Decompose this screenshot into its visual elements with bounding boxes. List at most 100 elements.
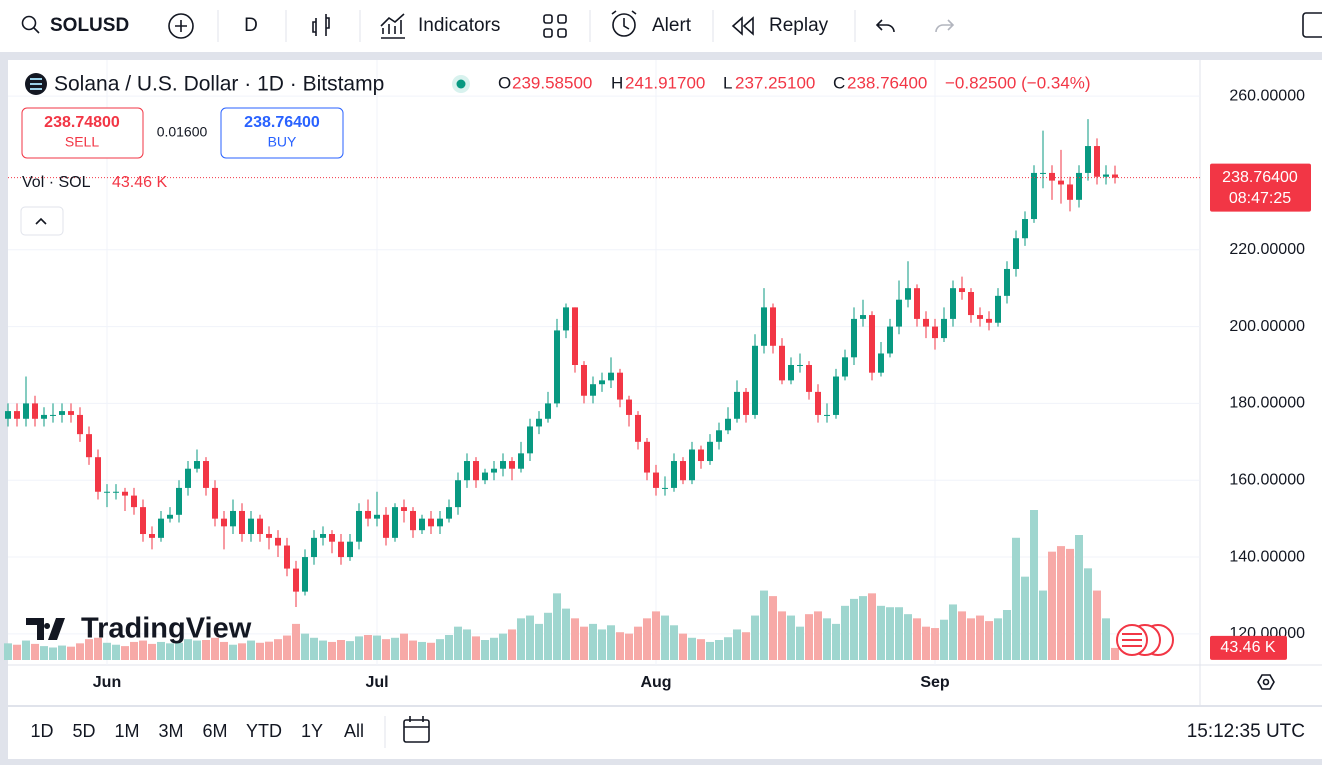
ohlc-change: −0.82500 (−0.34%) (945, 73, 1091, 92)
volume-bar (58, 645, 66, 660)
replay-button[interactable]: Replay (769, 15, 829, 36)
volume-bar (886, 607, 894, 660)
y-tick-label: 220.00000 (1229, 241, 1305, 258)
symbol[interactable]: SOLUSD (50, 15, 129, 36)
timeframe-button[interactable]: 1Y (301, 721, 323, 741)
volume-bar (841, 605, 849, 660)
volume-bar (778, 611, 786, 660)
timeframe-button[interactable]: 3M (158, 721, 183, 741)
candle-body (257, 518, 263, 535)
templates-icon (557, 28, 567, 38)
volume-bar (400, 633, 408, 660)
templates-icon[interactable] (543, 14, 553, 24)
ohlc-letter: H (611, 73, 623, 92)
candle-body (149, 534, 155, 538)
candle-body (194, 461, 200, 469)
search-icon[interactable] (21, 15, 37, 31)
timeframe-button[interactable]: YTD (246, 721, 282, 741)
candle-body (590, 384, 596, 396)
search-icon (33, 27, 40, 34)
buy-label: BUY (268, 134, 297, 150)
y-tick-label: 260.00000 (1229, 87, 1305, 104)
x-tick-label: Jul (365, 674, 388, 691)
candle-body (1031, 172, 1037, 220)
chart-type-icon[interactable] (312, 14, 330, 36)
volume-bar (445, 635, 453, 660)
candle-body (446, 507, 452, 519)
candle-body (59, 411, 65, 415)
indicators-button[interactable]: Indicators (418, 15, 500, 36)
volume-bar (130, 641, 138, 660)
alert-icon[interactable] (612, 13, 636, 37)
volume-bar (256, 642, 264, 660)
alert-icon (611, 10, 637, 30)
volume-bar (247, 640, 255, 660)
ohlc-letter: L (723, 73, 732, 92)
date-range-icon[interactable] (403, 719, 430, 743)
volume-bar (760, 590, 768, 660)
timeframe-button[interactable]: All (344, 721, 364, 741)
volume-bar (4, 643, 12, 660)
date-range-icon (404, 716, 429, 728)
candle-body (302, 557, 308, 592)
buy-button[interactable] (220, 107, 344, 159)
compare-icon[interactable] (168, 13, 194, 39)
spread: 0.01600 (157, 124, 208, 140)
volume-bar (625, 633, 633, 660)
alert-button[interactable]: Alert (652, 15, 692, 36)
interval[interactable]: D (244, 15, 258, 36)
volume-bar (418, 641, 426, 660)
volume-bar (643, 618, 651, 660)
compare-icon (175, 20, 187, 32)
event-icon (1122, 633, 1142, 647)
candle-body (437, 518, 443, 527)
last-price-tag (1210, 163, 1311, 212)
volume-bar (859, 596, 867, 660)
indicators-icon[interactable] (380, 13, 405, 39)
candle-body (797, 364, 803, 366)
sell-price: 238.74800 (44, 114, 120, 131)
volume-bar (184, 639, 192, 660)
y-tick-label: 200.00000 (1229, 318, 1305, 335)
candle-body (356, 510, 362, 542)
last-price-label: 238.76400 (1222, 169, 1298, 186)
candle-body (1067, 184, 1073, 200)
volume-bar (1084, 568, 1092, 660)
volume-bar (346, 641, 354, 660)
volume-tag-label: 43.46 K (1220, 639, 1275, 656)
layout-icon[interactable] (1302, 12, 1322, 38)
candle-body (50, 414, 56, 416)
collapse-icon (35, 217, 47, 225)
volume-bar (391, 637, 399, 660)
candle-body (860, 315, 866, 319)
candle-body (365, 510, 371, 519)
volume-bar (805, 614, 813, 660)
timeframes: 1D 5D 1M 3M 6M YTD 1Y All (30, 721, 364, 741)
undo-icon[interactable] (875, 19, 895, 33)
redo-icon[interactable] (935, 19, 955, 33)
candle-body (734, 391, 740, 419)
sell-button[interactable] (21, 107, 144, 159)
candle-body (221, 518, 227, 527)
watermark: TradingView (81, 613, 252, 645)
candle-body (716, 430, 722, 442)
timeframe-button[interactable]: 6M (202, 721, 227, 741)
timeframe-button[interactable]: 1D (30, 721, 53, 741)
candle-body (644, 441, 650, 473)
watermark-logo (26, 618, 65, 640)
candle-body (689, 449, 695, 481)
timeframe-button[interactable]: 1M (114, 721, 139, 741)
volume-bar (265, 641, 273, 660)
candle-body (1112, 174, 1118, 178)
candle-body (1076, 172, 1082, 200)
settings-icon[interactable] (1257, 674, 1275, 690)
timeframe-button[interactable]: 5D (72, 721, 95, 741)
sell-label: SELL (65, 134, 99, 150)
ohlc-value: 237.25100 (735, 73, 815, 92)
volume-bar (364, 635, 372, 660)
volume-bar (796, 626, 804, 660)
replay-icon[interactable] (731, 16, 754, 36)
candle-body (131, 495, 137, 508)
volume-bar (904, 614, 912, 660)
candle-body (707, 441, 713, 462)
